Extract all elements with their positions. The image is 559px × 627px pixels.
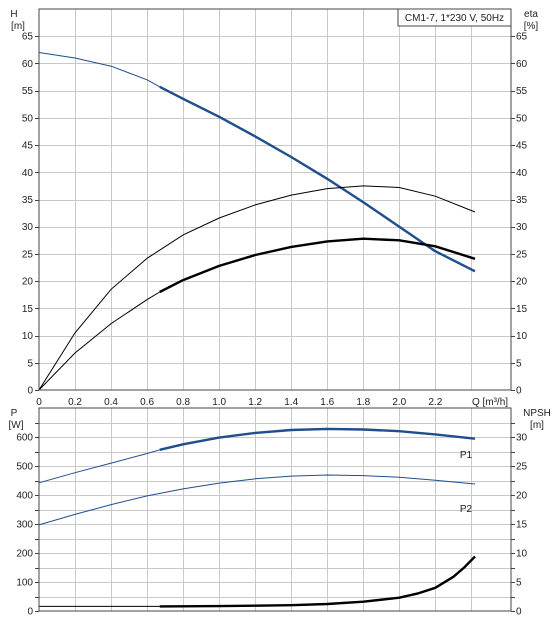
bottom-right-axis-title: NPSH <box>523 408 551 419</box>
series-label-p1: P1 <box>460 450 473 461</box>
top-right-y-tick-label: 60 <box>516 59 528 70</box>
efficiency-curve-lower-bold <box>159 237 476 294</box>
x-tick-label: 2.2 <box>428 397 442 408</box>
legend-box <box>397 8 512 27</box>
bottom-right-y-tick-label: 10 <box>516 549 528 560</box>
top-left-y-tick-label: 5 <box>27 358 33 369</box>
top-right-axis-title: eta <box>524 9 538 20</box>
top-right-y-tick-label: 25 <box>516 249 528 260</box>
bottom-left-y-tick-label: 400 <box>16 491 33 502</box>
top-right-y-tick-label: 50 <box>516 113 528 124</box>
top-left-y-tick-label: 50 <box>22 113 34 124</box>
x-tick-label: 0.4 <box>104 397 118 408</box>
top-left-y-tick-label: 30 <box>22 222 34 233</box>
top-left-y-tick-label: 35 <box>22 195 34 206</box>
series-label-p2: P2 <box>460 504 473 515</box>
top-left-y-tick-label: 25 <box>22 249 34 260</box>
x-tick-label: 1.4 <box>284 397 298 408</box>
top-right-y-tick-label: 65 <box>516 32 528 43</box>
bottom-left-y-tick-label: 600 <box>16 433 33 444</box>
top-right-y-tick-label: 0 <box>516 386 522 397</box>
head-curve-bold <box>159 85 476 273</box>
x-tick-label: 0.6 <box>140 397 154 408</box>
top-right-y-tick-label: 40 <box>516 168 528 179</box>
x-tick-label: 1.0 <box>212 397 226 408</box>
x-tick-label: 0.8 <box>176 397 190 408</box>
top-left-y-tick-label: 20 <box>22 277 34 288</box>
bottom-left-y-tick-label: 500 <box>16 462 33 473</box>
top-right-y-tick-label: 45 <box>516 141 528 152</box>
x-tick-label: 1.2 <box>248 397 262 408</box>
top-left-y-tick-label: 0 <box>27 386 33 397</box>
top-right-y-tick-label: 35 <box>516 195 528 206</box>
bottom-right-axis-unit: [m] <box>530 420 544 431</box>
top-left-y-tick-label: 40 <box>22 168 34 179</box>
tick-layer: 0 0.2 0.4 0.6 0.8 1.0 1.2 1.4 1.6 1.8 2.0 2.20 05 510… <box>16 32 527 618</box>
x-axis-title: Q [m³/h] <box>472 397 508 408</box>
series-layer <box>38 52 476 608</box>
head-curve-thin <box>38 52 160 88</box>
npsh-curve-bold <box>159 555 476 608</box>
power-p1-curve-thin <box>38 449 160 484</box>
bottom-right-y-tick-label: 30 <box>516 433 528 444</box>
top-left-y-tick-label: 15 <box>22 304 34 315</box>
bottom-right-y-tick-label: 15 <box>516 520 528 531</box>
bottom-left-y-tick-label: 100 <box>16 578 33 589</box>
x-tick-label: 1.8 <box>356 397 370 408</box>
bottom-right-y-tick-label: 5 <box>516 578 522 589</box>
bottom-panel-grid <box>39 408 511 611</box>
top-left-axis-title: H <box>10 9 17 20</box>
top-left-y-tick-label: 55 <box>22 86 34 97</box>
x-tick-label: 0 <box>36 397 42 408</box>
bottom-right-y-tick-label: 0 <box>516 607 522 618</box>
bottom-left-axis-unit: [W] <box>9 420 24 431</box>
efficiency-curve-upper-thin <box>38 185 476 391</box>
top-panel-frame <box>38 8 512 391</box>
bottom-left-y-tick-label: 200 <box>16 549 33 560</box>
top-panel-grid <box>39 9 511 390</box>
x-tick-label: 1.6 <box>320 397 334 408</box>
top-right-y-tick-label: 55 <box>516 86 528 97</box>
top-right-axis-unit: [%] <box>524 21 539 32</box>
top-left-y-tick-label: 60 <box>22 59 34 70</box>
top-left-axis-unit: [m] <box>11 21 25 32</box>
top-right-y-tick-label: 20 <box>516 277 528 288</box>
bottom-right-y-tick-label: 25 <box>516 462 528 473</box>
top-right-y-tick-label: 5 <box>516 358 522 369</box>
top-right-y-tick-label: 30 <box>516 222 528 233</box>
bottom-panel-frame <box>38 407 512 612</box>
bottom-left-y-tick-label: 0 <box>27 607 33 618</box>
top-left-y-tick-label: 45 <box>22 141 34 152</box>
top-right-y-tick-label: 15 <box>516 304 528 315</box>
power-p2-curve-thin <box>38 474 476 526</box>
x-tick-label: 0.2 <box>68 397 82 408</box>
legend-box-text: CM1-7, 1*230 V, 50Hz <box>405 13 504 24</box>
x-tick-label: 2.0 <box>392 397 406 408</box>
top-left-y-tick-label: 10 <box>22 331 34 342</box>
power-p1-curve-bold <box>159 427 476 451</box>
bottom-left-axis-title: P <box>11 408 18 419</box>
bottom-left-y-tick-label: 300 <box>16 520 33 531</box>
bottom-right-y-tick-label: 20 <box>516 491 528 502</box>
top-left-y-tick-label: 65 <box>22 32 34 43</box>
efficiency-curve-lower-thin <box>38 291 160 391</box>
top-right-y-tick-label: 10 <box>516 331 528 342</box>
